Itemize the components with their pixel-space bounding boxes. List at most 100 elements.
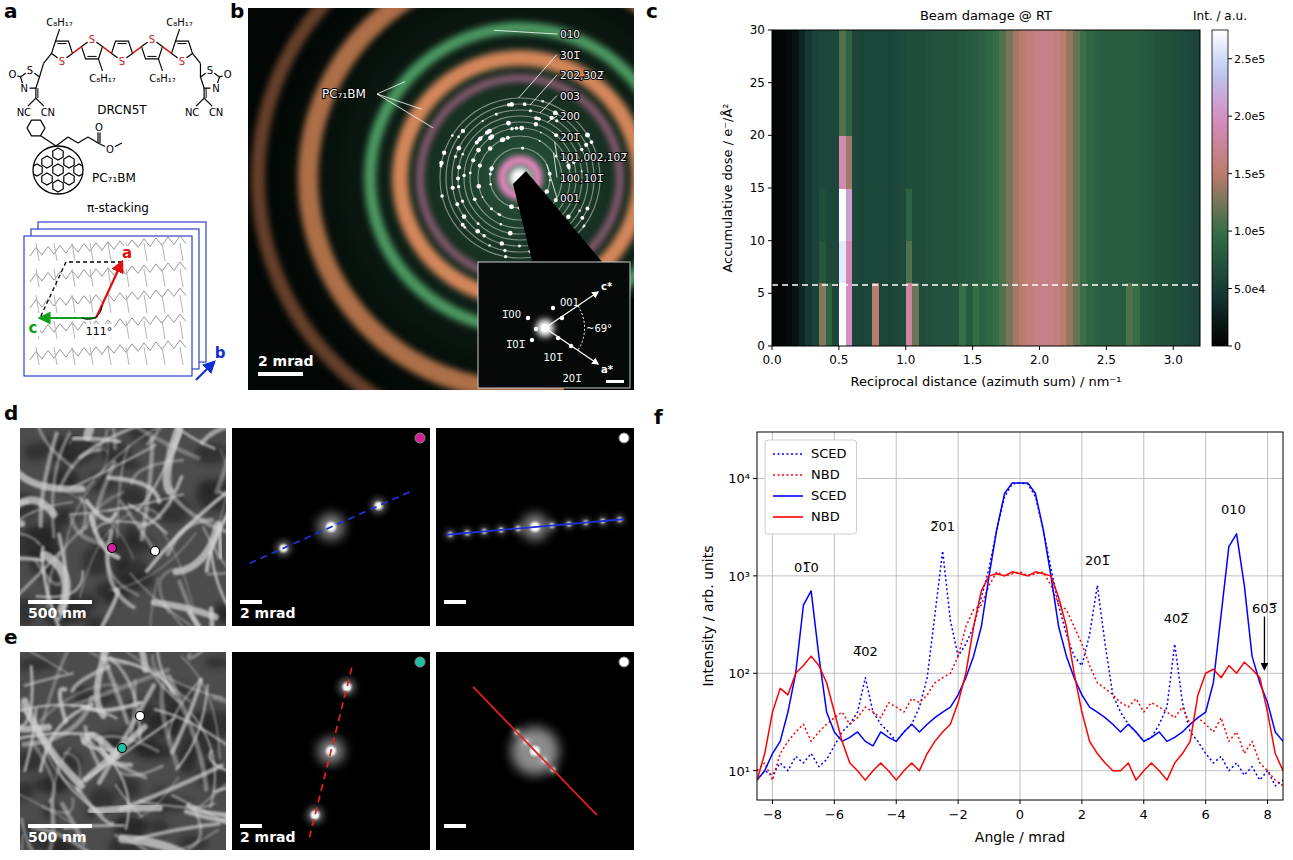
bond (87, 56, 96, 57)
cell (1167, 283, 1174, 346)
cell (812, 241, 819, 284)
tick (838, 346, 839, 350)
cell (1153, 283, 1160, 346)
cell (839, 30, 846, 136)
label: O (8, 69, 16, 80)
cell (926, 188, 933, 241)
spot (515, 126, 518, 129)
fullerene (33, 146, 83, 194)
cell (886, 283, 893, 346)
cell (993, 188, 1000, 241)
cell (1180, 241, 1187, 284)
cell (1073, 188, 1080, 241)
cell (946, 135, 953, 188)
spot (538, 117, 541, 120)
cell (1106, 188, 1113, 241)
heatmap-cells (772, 30, 1200, 346)
label: 0 (1234, 340, 1241, 353)
spot (554, 198, 558, 202)
fiber (181, 656, 220, 758)
label: 301̅ (560, 49, 581, 61)
cell (1093, 188, 1100, 241)
spot-glow (306, 806, 324, 824)
leader-line (547, 116, 557, 122)
scale-bar (28, 824, 92, 828)
cell (1060, 188, 1067, 241)
fiber (96, 428, 123, 451)
label: S (149, 34, 155, 45)
cell (1180, 135, 1187, 188)
tick (768, 135, 772, 136)
cell (1013, 30, 1020, 136)
cell (999, 30, 1006, 136)
label: O (106, 144, 114, 155)
ring (258, 8, 634, 390)
cell (846, 30, 853, 136)
cell (1160, 135, 1167, 188)
cell (805, 135, 812, 188)
label: 2.0e5 (1234, 110, 1265, 123)
cell (1187, 283, 1194, 346)
tick (1143, 800, 1144, 804)
cell (1040, 30, 1047, 136)
cell (805, 188, 812, 241)
diffraction-tile (436, 652, 634, 850)
cell (792, 188, 799, 241)
probe-position (136, 712, 145, 721)
atom-bg (147, 34, 158, 45)
cell (1060, 30, 1067, 136)
cell (1053, 30, 1060, 136)
cell (819, 188, 826, 241)
side-chain (90, 347, 93, 365)
fullerene-cage (33, 148, 83, 192)
cell (993, 30, 1000, 136)
label: 010 (1221, 502, 1246, 517)
probe-marker (619, 657, 629, 667)
cell (1006, 30, 1013, 136)
cell (912, 241, 919, 284)
side-chain (108, 347, 111, 365)
cell (792, 283, 799, 346)
cell (946, 30, 953, 136)
spot (375, 502, 383, 510)
grid-line (757, 673, 1283, 674)
tick (1106, 346, 1107, 350)
spot (582, 226, 584, 228)
side-chain (162, 295, 165, 313)
grid-line (1267, 432, 1268, 800)
cell (779, 283, 786, 346)
cell (852, 283, 859, 346)
tick (1205, 800, 1206, 804)
side-chain (162, 269, 165, 287)
cell (819, 135, 826, 188)
diffraction-image (248, 8, 634, 390)
atom-bg (105, 144, 116, 155)
cell (906, 135, 913, 188)
tick (905, 346, 906, 350)
cell (1126, 135, 1133, 188)
bond (57, 43, 66, 44)
label: e (4, 625, 18, 649)
inset: 0011̅001̅01̅101̅201̅c*a*~69° (478, 262, 630, 388)
tick (753, 478, 757, 479)
fiber (188, 652, 221, 658)
cell (973, 188, 980, 241)
label: 2 (1078, 807, 1086, 822)
spot (580, 216, 584, 220)
label: 001 (560, 297, 579, 308)
label: 1.0 (896, 353, 915, 367)
label: 4̅02 (853, 644, 878, 659)
probe-marker (619, 433, 629, 443)
angle-arc (82, 306, 102, 319)
cell (872, 135, 879, 188)
label: 15 (750, 181, 765, 195)
tick (1228, 346, 1232, 347)
lattice-sketch: π-stackingacb111° (24, 201, 226, 380)
cell (879, 30, 886, 136)
cell (1126, 283, 1133, 346)
spot (473, 197, 477, 201)
tick (1081, 800, 1082, 804)
side-chain (90, 295, 93, 313)
label: 101,002,102̅ (560, 151, 628, 163)
fiber (219, 525, 221, 556)
